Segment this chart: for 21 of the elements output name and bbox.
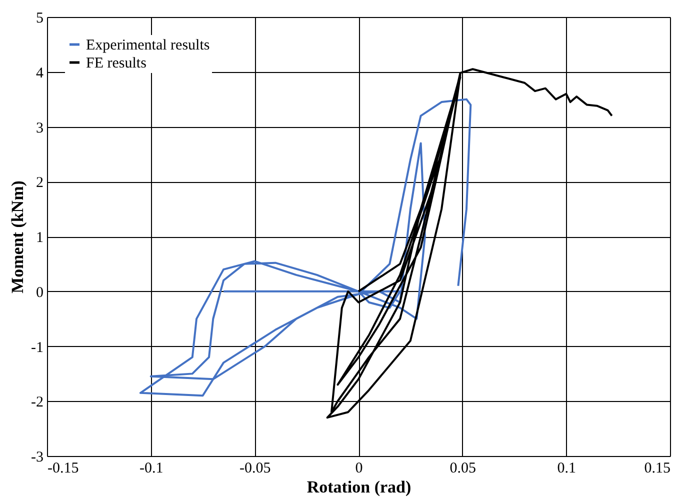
x-tick-label: 0: [355, 460, 363, 476]
y-tick-label: 2: [36, 175, 44, 192]
y-tick-label: 5: [36, 10, 44, 26]
legend-label: Experimental results: [86, 38, 210, 54]
y-tick-label: -3: [31, 450, 44, 466]
y-tick-label: 3: [36, 120, 44, 136]
y-tick-label: 0: [36, 284, 44, 301]
legend-label: FE results: [86, 56, 147, 72]
x-tick-label: -0.1: [139, 460, 164, 476]
y-tick-label: 1: [36, 230, 44, 246]
y-tick-label: 4: [36, 65, 44, 82]
x-tick-label: 0.15: [644, 460, 670, 476]
x-tick-label: 0.05: [450, 460, 476, 476]
x-tick-label: 0.1: [557, 460, 576, 476]
x-tick-label: -0.15: [48, 460, 79, 476]
y-tick-label: -2: [31, 394, 44, 411]
line-series: [139, 98, 472, 397]
x-axis-title: Rotation (rad): [306, 478, 412, 496]
x-tick-label: -0.05: [240, 460, 271, 476]
y-axis-title: Moment (kNm): [8, 180, 28, 294]
y-tick-label: -1: [31, 340, 44, 356]
